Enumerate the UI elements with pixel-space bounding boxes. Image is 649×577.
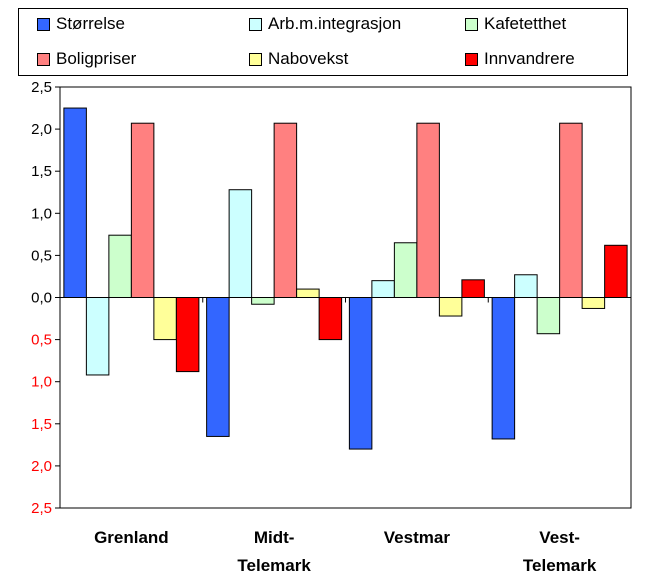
legend-label: Størrelse	[56, 14, 125, 33]
y-tick-label: 1,5	[31, 416, 52, 433]
bar-arb-m-integrasjon	[514, 274, 538, 298]
legend-label: Innvandrere	[484, 49, 575, 68]
bar-innvandrere	[175, 297, 200, 373]
bar-arb-m-integrasjon	[85, 297, 110, 376]
bar-st-rrelse	[63, 107, 87, 298]
y-tick-label: 1,0	[31, 374, 52, 391]
bar-boligpriser	[130, 122, 155, 299]
legend-swatch	[37, 17, 50, 31]
x-category-label: Midt-	[254, 528, 295, 547]
bar-st-rrelse	[206, 297, 230, 437]
bar-nabovekst	[153, 297, 177, 341]
bar-st-rrelse	[491, 297, 516, 440]
bar-arb-m-integrasjon	[371, 280, 395, 299]
legend-label: Boligpriser	[56, 49, 137, 68]
bar-boligpriser	[416, 122, 440, 299]
x-category-label: Telemark	[237, 556, 311, 575]
bar-kafetetthet	[536, 297, 561, 335]
y-tick-label: 2,5	[31, 500, 52, 517]
legend-item-kafetetthet: Kafetetthet	[465, 14, 566, 34]
y-tick-label: 2,0	[31, 121, 52, 138]
x-category-label: Vestmar	[384, 528, 451, 547]
y-tick-label: 0,5	[31, 332, 52, 349]
legend-item-storrelse: Størrelse	[37, 14, 125, 34]
bar-boligpriser	[273, 122, 298, 299]
y-tick-label: 1,0	[31, 205, 52, 222]
x-category-label: Telemark	[523, 556, 597, 575]
legend-swatch	[249, 52, 262, 66]
y-tick-label: 2,0	[31, 458, 52, 475]
bar-innvandrere	[318, 297, 343, 341]
legend-swatch	[465, 17, 478, 31]
bar-arb-m-integrasjon	[228, 189, 253, 298]
bar-kafetetthet	[108, 234, 132, 298]
legend-swatch	[465, 52, 478, 66]
y-tick-label: 0,0	[31, 290, 52, 307]
bar-nabovekst	[438, 297, 463, 317]
bar-innvandrere	[461, 279, 485, 298]
y-tick-label: 2,5	[31, 79, 52, 96]
bar-kafetetthet	[393, 242, 418, 299]
bar-nabovekst	[296, 288, 320, 298]
legend-item-innvandrere: Innvandrere	[465, 49, 575, 69]
legend-item-boligpriser: Boligpriser	[37, 49, 136, 69]
legend-label: Nabovekst	[268, 49, 349, 68]
x-category-label: Vest-	[539, 528, 580, 547]
bar-nabovekst	[581, 297, 606, 309]
bar-innvandrere	[604, 244, 628, 299]
bar-boligpriser	[559, 122, 583, 299]
y-tick-label: 1,5	[31, 163, 52, 180]
legend-swatch	[37, 52, 50, 66]
legend-swatch	[249, 17, 262, 31]
legend-item-nabovekst: Nabovekst	[249, 49, 348, 69]
bar-kafetetthet	[251, 297, 275, 305]
legend-label: Kafetetthet	[484, 14, 567, 33]
bar-st-rrelse	[348, 297, 373, 450]
legend-item-arb-m-integrasjon: Arb.m.integrasjon	[249, 14, 401, 34]
legend-label: Arb.m.integrasjon	[268, 14, 402, 33]
chart-legend: Størrelse Arb.m.integrasjon Kafetetthet …	[18, 8, 628, 76]
y-tick-label: 0,5	[31, 247, 52, 264]
x-category-label: Grenland	[94, 528, 169, 547]
